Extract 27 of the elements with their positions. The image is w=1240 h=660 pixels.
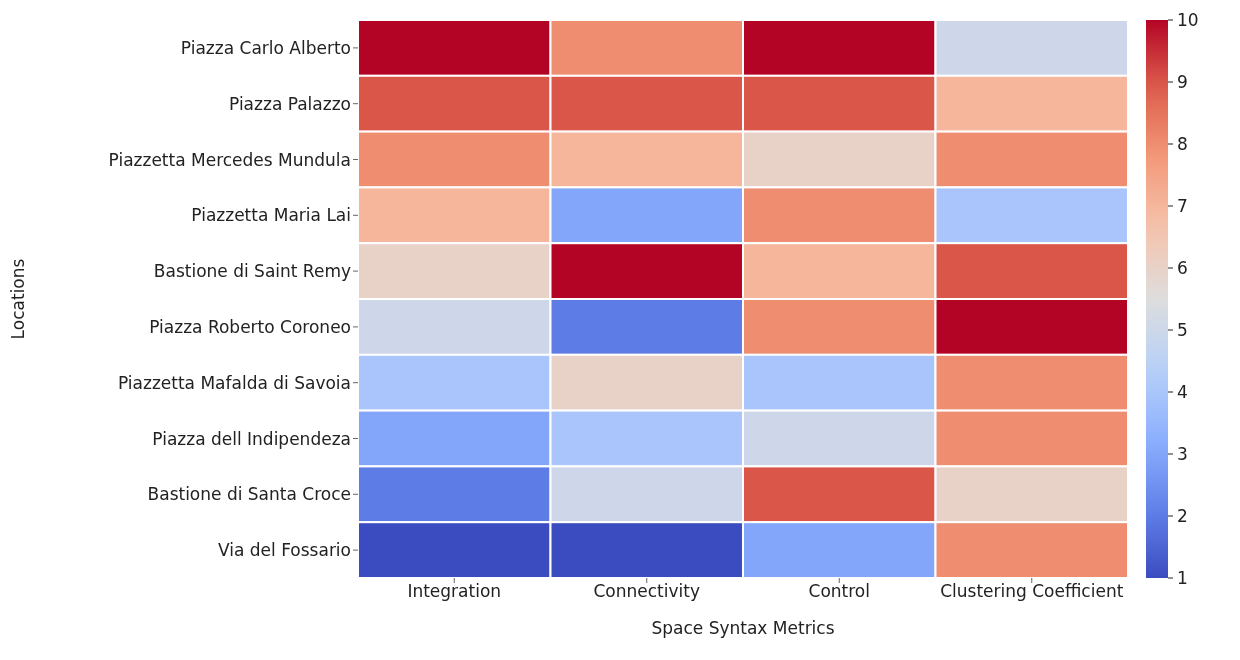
x-tick-label: Connectivity — [593, 581, 701, 602]
color-bar-label: 4 — [1177, 382, 1188, 402]
color-bar-label: 1 — [1177, 568, 1188, 588]
y-tick-label: Piazza Roberto Coroneo — [149, 316, 351, 337]
color-bar-label: 6 — [1177, 258, 1188, 278]
x-tick-label: Clustering Coefficient — [940, 581, 1124, 602]
y-tick-label: Piazzetta Maria Lai — [191, 205, 351, 226]
x-tick-label: Integration — [407, 581, 502, 602]
color-bar-label: 2 — [1177, 506, 1188, 526]
color-bar-label: 3 — [1177, 444, 1188, 464]
y-tick-label: Piazza Palazzo — [229, 93, 351, 114]
y-tick-label: Piazzetta Mercedes Mundula — [108, 149, 351, 170]
color-bar-label: 7 — [1177, 196, 1188, 216]
y-tick-label: Bastione di Saint Remy — [153, 261, 351, 282]
x-axis-title: Space Syntax Metrics — [651, 618, 835, 638]
color-bar-label: 8 — [1177, 134, 1188, 154]
color-bar-label: 9 — [1177, 72, 1188, 92]
y-tick-label: Piazzetta Mafalda di Savoia — [117, 372, 351, 393]
colorbar: 1 2 3 4 5 6 7 8 9 10 — [1138, 8, 1218, 648]
color-bar-label: 10 — [1177, 10, 1199, 30]
x-tick-label: Control — [808, 581, 870, 602]
y-axis-title: Locations — [8, 258, 29, 340]
y-tick-label: Via del Fossario — [218, 540, 351, 561]
y-tick-label: Piazza dell Indipendeza — [152, 428, 351, 449]
y-tick-label: Bastione di Santa Croce — [147, 484, 351, 505]
y-tick-label: Piazza Carlo Alberto — [180, 37, 351, 58]
color-bar-label: 5 — [1177, 320, 1188, 340]
